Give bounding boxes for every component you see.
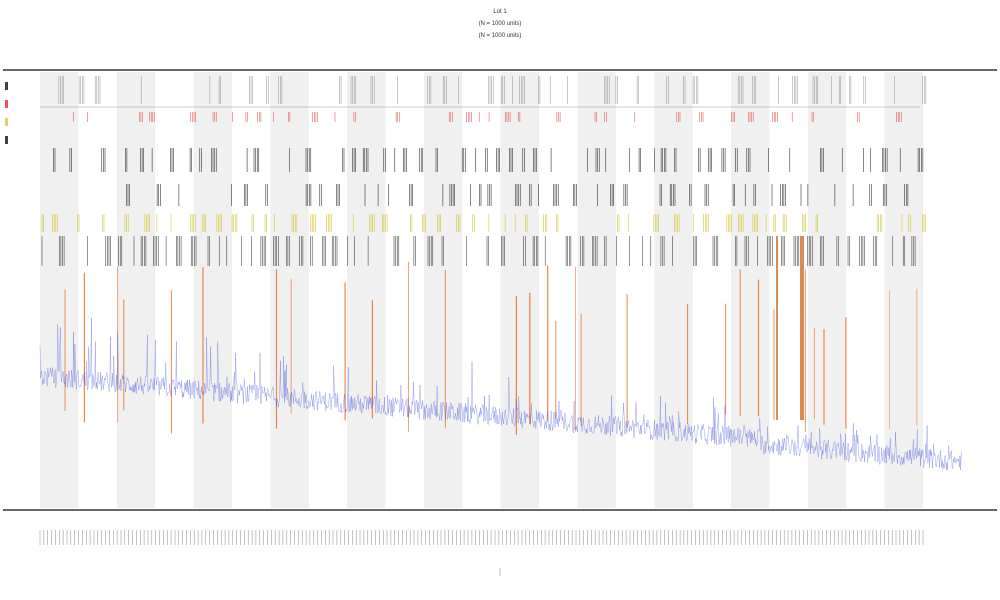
shaded-band [347,72,386,508]
shaded-band [40,72,79,508]
top-marker-track [58,76,927,104]
legend [5,82,8,144]
legend-swatch [5,136,8,144]
title-block: Lot 1 (N = 1000 units) (N = 1000 units) [0,6,1000,42]
shaded-band [731,72,770,508]
legend-swatch [5,82,8,90]
legend-swatch [5,118,8,126]
black-marker-tracks [41,148,924,266]
x-tick-labels [39,530,924,545]
chart-subtitle-2: (N = 1000 units) [478,33,522,39]
yellow-marker-track [41,214,926,232]
shaded-band [193,72,232,508]
chart-subtitle-1: (N = 1000 units) [478,21,522,27]
chart-title: Lot 1 [493,9,507,15]
shaded-band [577,72,616,508]
shaded-band [423,72,463,508]
band-layer [40,72,923,508]
red-marker-track [73,112,902,122]
blue-signal-line [39,317,963,471]
blue-signal-series [39,317,963,471]
shaded-band [116,72,156,508]
shaded-band [500,72,540,508]
shaded-band [807,72,847,508]
shaded-band [654,72,693,508]
legend-swatch [5,100,8,108]
